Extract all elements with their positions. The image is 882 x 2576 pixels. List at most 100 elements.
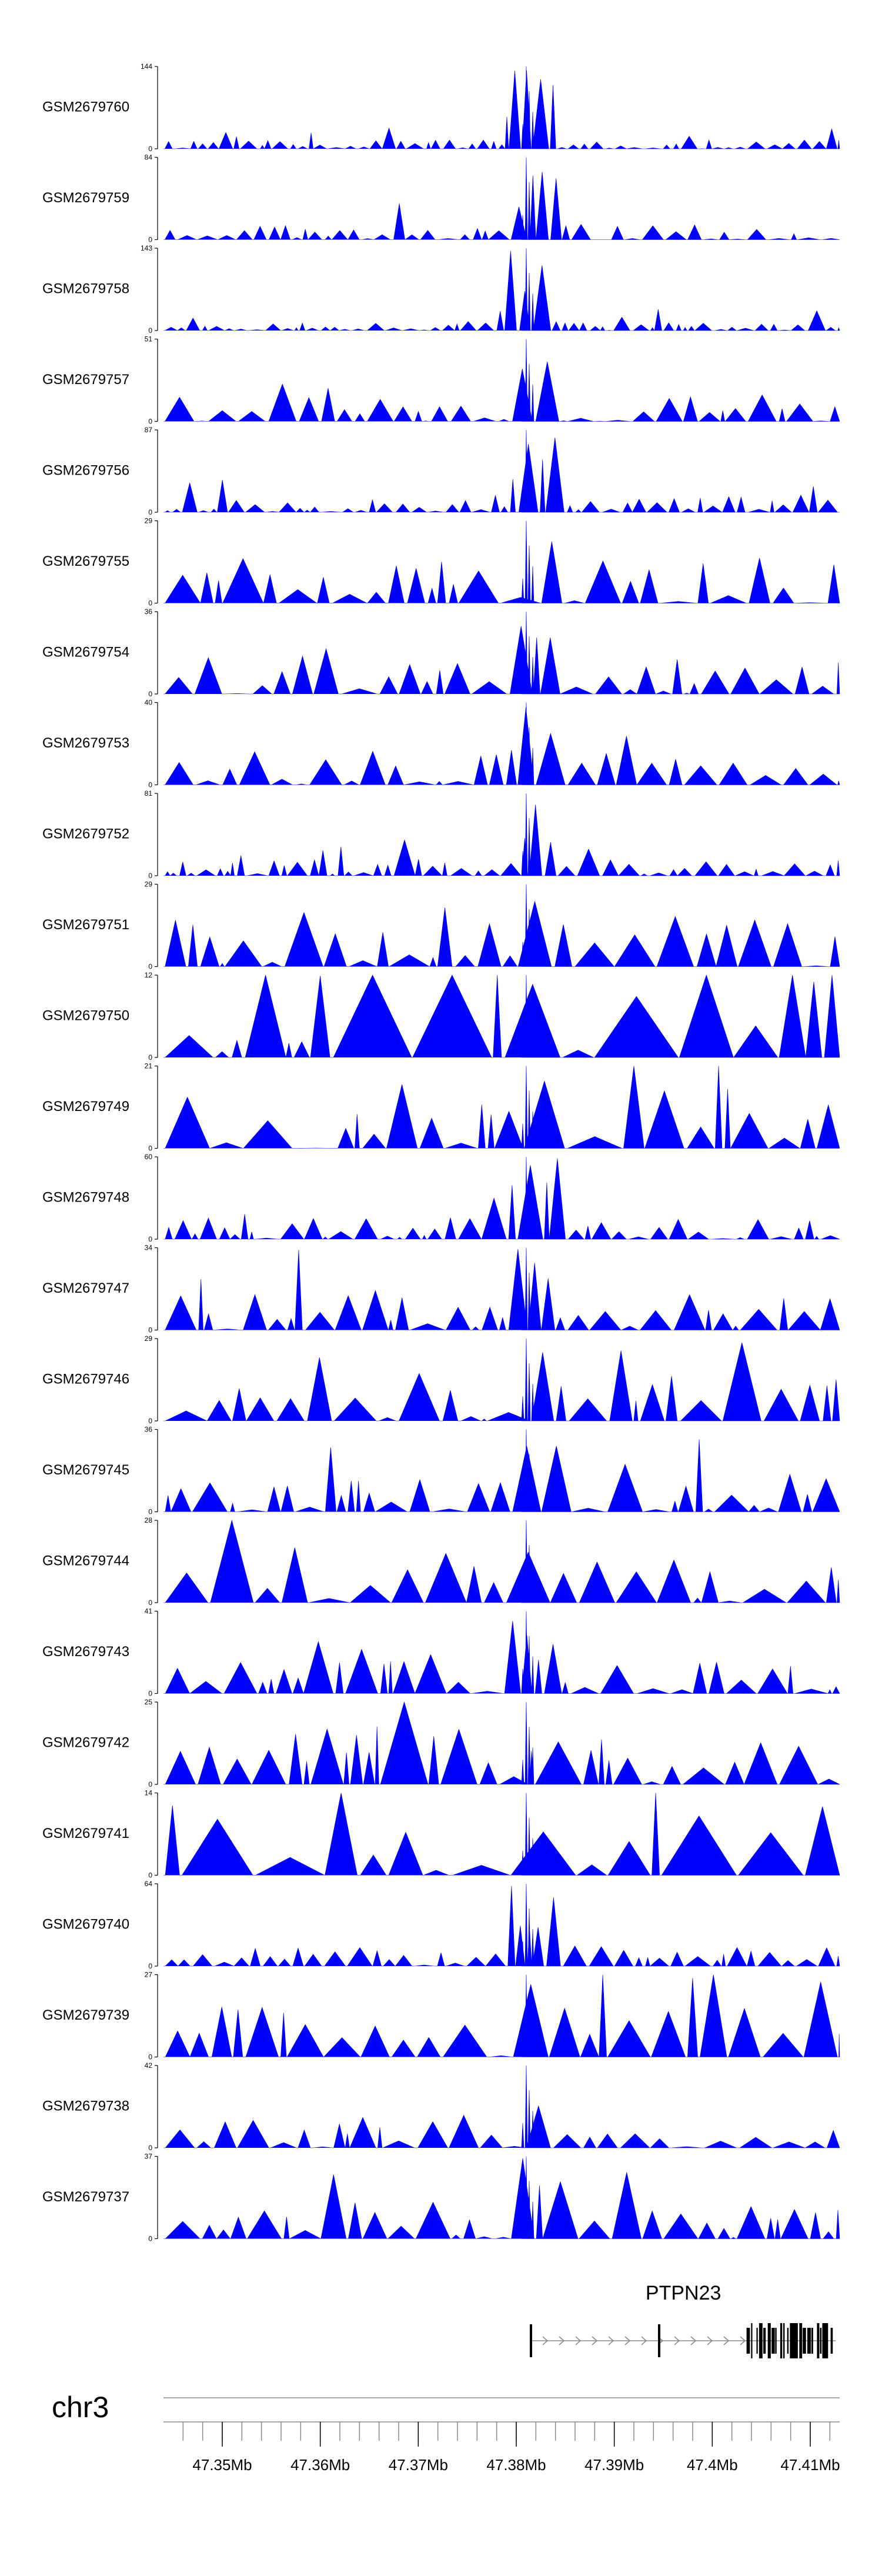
gene-exon xyxy=(820,2328,822,2354)
gene-exon xyxy=(796,2323,798,2358)
coverage-track: GSM2679748 60 0 xyxy=(42,1153,840,1243)
coverage-track: GSM2679751 29 0 xyxy=(42,880,840,971)
strand-arrow xyxy=(707,2336,713,2345)
gene-exon xyxy=(799,2323,803,2358)
coverage-track: GSM2679754 36 0 xyxy=(42,608,840,698)
gene-exon xyxy=(756,2328,758,2354)
track-label: GSM2679740 xyxy=(42,1916,129,1932)
y-min-label: 0 xyxy=(148,963,152,971)
y-min-label: 0 xyxy=(148,1871,152,1880)
track-label: GSM2679757 xyxy=(42,372,129,388)
strand-arrow xyxy=(674,2336,680,2345)
gene-exon xyxy=(790,2323,793,2358)
y-max-label: 29 xyxy=(145,880,153,889)
gene-exon xyxy=(825,2323,828,2358)
track-label: GSM2679760 xyxy=(42,99,129,115)
gene-exon xyxy=(767,2323,771,2358)
track-label: GSM2679756 xyxy=(42,462,129,478)
coverage-track: GSM2679747 34 0 xyxy=(42,1244,840,1334)
x-tick-label: 47.39Mb xyxy=(584,2456,644,2474)
track-label: GSM2679759 xyxy=(42,190,129,206)
coverage-area xyxy=(163,1701,840,1785)
y-max-label: 29 xyxy=(145,517,153,525)
coverage-track: GSM2679758 143 0 xyxy=(42,244,840,335)
gene-exon xyxy=(658,2324,660,2357)
coverage-area xyxy=(163,884,840,967)
coverage-area xyxy=(163,66,840,149)
y-max-label: 29 xyxy=(145,1334,153,1343)
coverage-track: GSM2679759 84 0 xyxy=(42,154,840,244)
coverage-track: GSM2679760 144 0 xyxy=(42,62,840,153)
y-min-label: 0 xyxy=(148,690,152,698)
y-min-label: 0 xyxy=(148,508,152,516)
track-label: GSM2679738 xyxy=(42,2098,129,2114)
y-max-label: 64 xyxy=(145,1880,153,1888)
coverage-area xyxy=(163,1066,840,1149)
y-min-label: 0 xyxy=(148,1690,152,1698)
track-label: GSM2679739 xyxy=(42,2007,129,2023)
coverage-track: GSM2679743 41 0 xyxy=(42,1607,840,1698)
y-max-label: 21 xyxy=(145,1062,153,1070)
strand-arrow xyxy=(542,2336,549,2345)
y-max-label: 36 xyxy=(145,608,153,616)
y-max-label: 51 xyxy=(145,335,153,343)
y-min-label: 0 xyxy=(148,1053,152,1062)
strand-arrow xyxy=(559,2336,565,2345)
gene-exon xyxy=(807,2328,811,2354)
x-tick-label: 47.38Mb xyxy=(486,2456,546,2474)
strand-arrow xyxy=(624,2336,631,2345)
coverage-track: GSM2679755 29 0 xyxy=(42,517,840,608)
y-min-label: 0 xyxy=(148,781,152,789)
coverage-track: GSM2679749 21 0 xyxy=(42,1062,840,1153)
x-tick-label: 47.37Mb xyxy=(389,2456,448,2474)
coverage-area xyxy=(163,2156,840,2239)
coverage-area xyxy=(163,157,840,240)
coverage-track: GSM2679738 42 0 xyxy=(42,2061,840,2152)
track-label: GSM2679754 xyxy=(42,644,129,660)
y-min-label: 0 xyxy=(148,1780,152,1788)
y-max-label: 34 xyxy=(145,1244,153,1252)
y-max-label: 25 xyxy=(145,1698,153,1706)
y-max-label: 81 xyxy=(145,789,153,798)
gene-exon xyxy=(780,2323,783,2358)
track-label: GSM2679737 xyxy=(42,2189,129,2205)
coverage-area xyxy=(163,702,840,785)
gene-exon xyxy=(811,2328,813,2354)
coverage-area xyxy=(163,1611,840,1694)
x-tick-label: 47.41Mb xyxy=(780,2456,840,2474)
track-label: GSM2679746 xyxy=(42,1371,129,1387)
y-min-label: 0 xyxy=(148,1144,152,1153)
y-min-label: 0 xyxy=(148,236,152,244)
track-label: GSM2679747 xyxy=(42,1280,129,1296)
gene-exon xyxy=(817,2323,820,2358)
y-max-label: 14 xyxy=(145,1789,153,1797)
gene-exon xyxy=(763,2328,766,2354)
chromosome-label: chr3 xyxy=(52,2391,109,2424)
y-max-label: 36 xyxy=(145,1426,153,1434)
track-label: GSM2679752 xyxy=(42,826,129,842)
y-min-label: 0 xyxy=(148,2235,152,2243)
y-max-label: 143 xyxy=(141,244,152,252)
coverage-area xyxy=(163,1156,840,1240)
y-min-label: 0 xyxy=(148,872,152,880)
coverage-track: GSM2679742 25 0 xyxy=(42,1698,840,1788)
coverage-track: GSM2679739 27 0 xyxy=(42,1971,840,2061)
y-max-label: 84 xyxy=(145,154,153,162)
y-max-label: 28 xyxy=(145,1516,153,1524)
strand-arrow xyxy=(740,2336,746,2345)
strand-arrow xyxy=(641,2336,647,2345)
coverage-area xyxy=(163,520,840,603)
coverage-area xyxy=(163,248,840,331)
coverage-area xyxy=(163,1247,840,1330)
coverage-area xyxy=(163,1883,840,1967)
y-max-label: 40 xyxy=(145,699,153,707)
signal-tracks: GSM26797601440GSM2679759840GSM2679758143… xyxy=(42,62,840,2243)
y-min-label: 0 xyxy=(148,599,152,608)
coverage-area xyxy=(163,1974,840,2058)
gene-exon xyxy=(759,2323,763,2358)
y-min-label: 0 xyxy=(148,2144,152,2152)
gene-exon xyxy=(803,2328,806,2354)
x-tick-label: 47.36Mb xyxy=(290,2456,350,2474)
strand-arrow xyxy=(575,2336,582,2345)
track-label: GSM2679751 xyxy=(42,917,129,933)
